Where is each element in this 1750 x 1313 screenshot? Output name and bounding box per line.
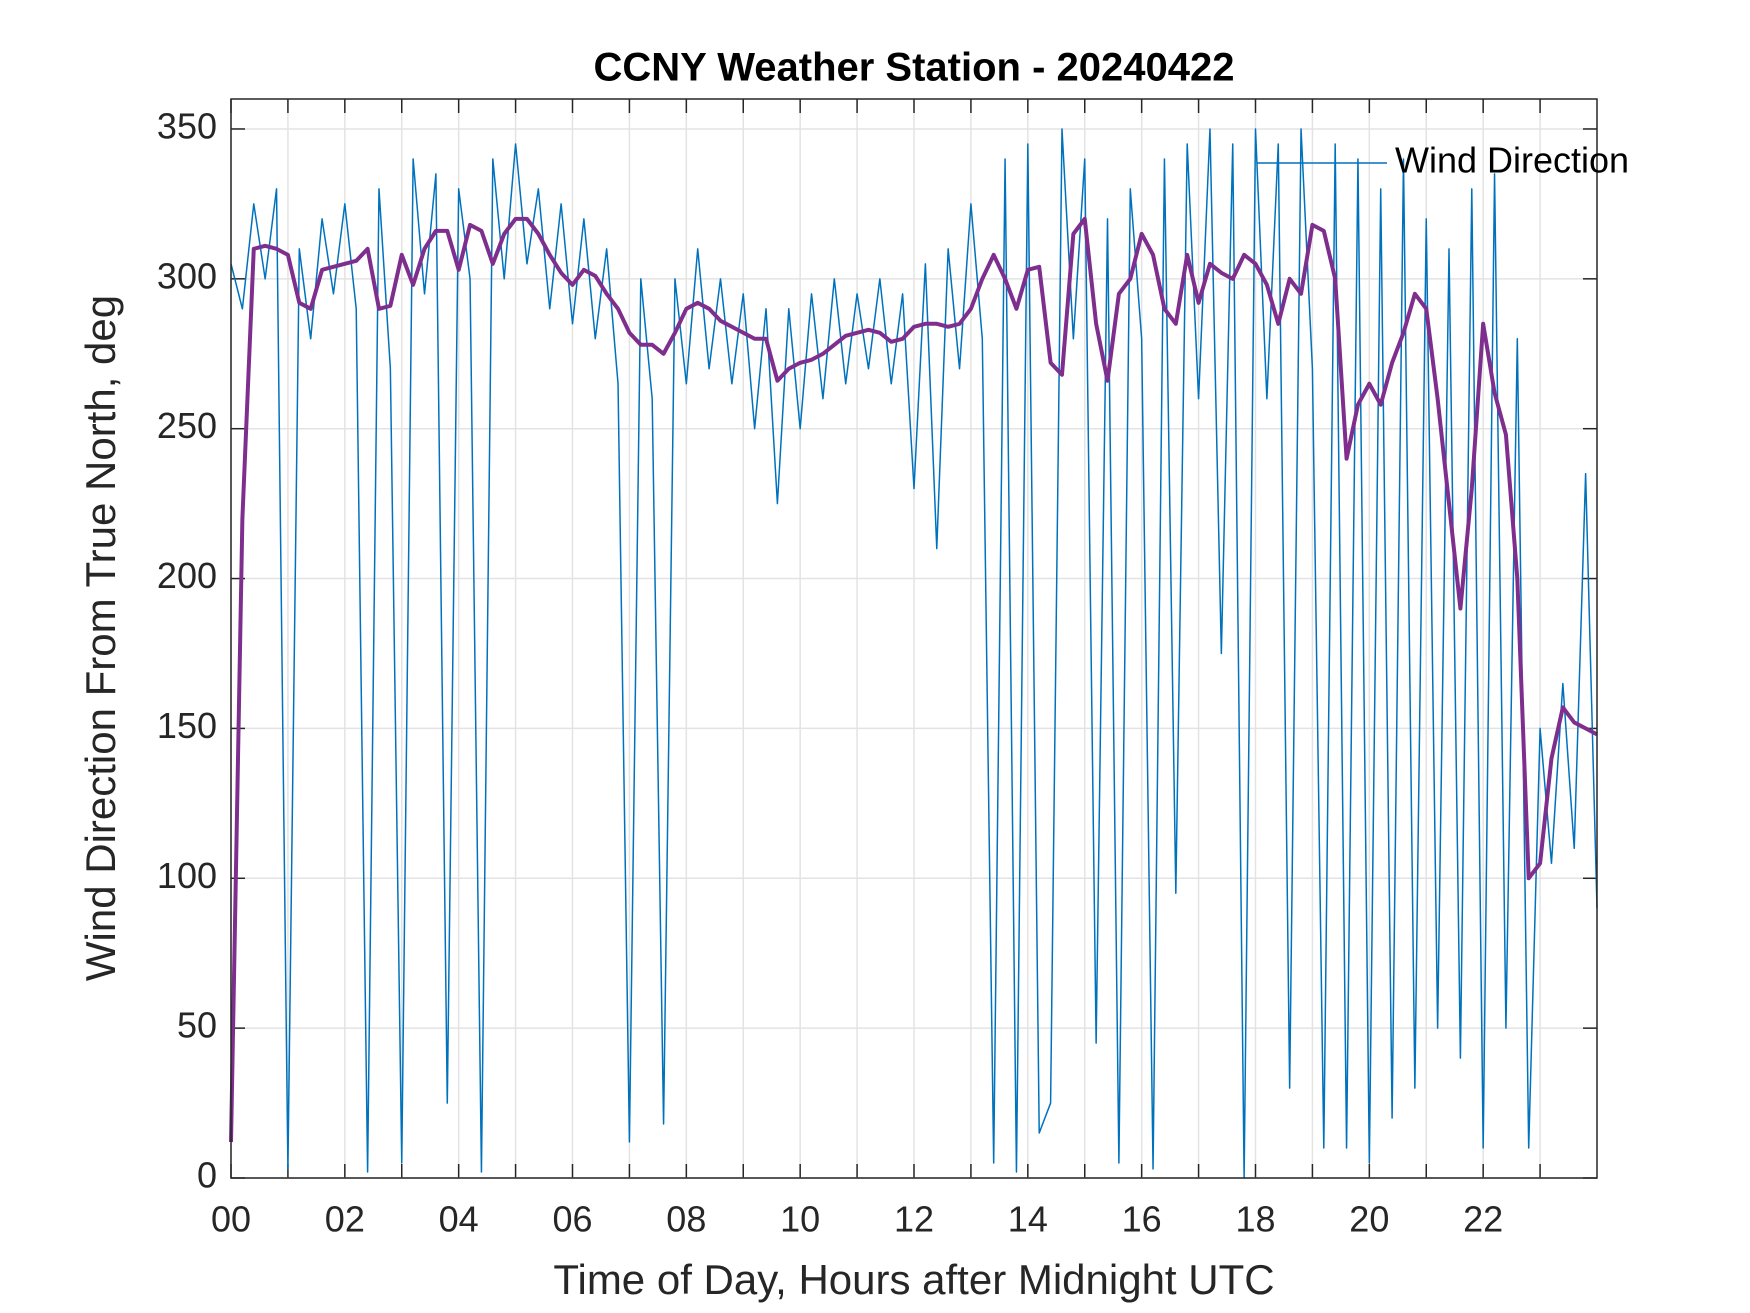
x-tick-label: 12 — [894, 1199, 934, 1240]
y-tick-label: 100 — [157, 855, 217, 896]
data-line — [230, 128, 1598, 1179]
x-tick-label: 06 — [552, 1199, 592, 1240]
y-tick-label: 200 — [157, 555, 217, 596]
y-tick-label: 250 — [157, 405, 217, 446]
x-tick-label: 02 — [325, 1199, 365, 1240]
data-line — [229, 216, 1598, 1143]
x-tick-label: 08 — [666, 1199, 706, 1240]
legend-label: Wind Direction — [1395, 140, 1629, 181]
x-tick-label: 14 — [1008, 1199, 1048, 1240]
y-tick-label: 150 — [157, 705, 217, 746]
x-tick-label: 22 — [1463, 1199, 1503, 1240]
y-tick-label: 0 — [197, 1155, 217, 1196]
y-tick-label: 300 — [157, 255, 217, 296]
x-axis-label: Time of Day, Hours after Midnight UTC — [553, 1256, 1274, 1303]
y-tick-label: 350 — [157, 105, 217, 146]
y-tick-label: 50 — [177, 1005, 217, 1046]
x-tick-label: 10 — [780, 1199, 820, 1240]
x-tick-label: 18 — [1235, 1199, 1275, 1240]
x-tick-label: 16 — [1122, 1199, 1162, 1240]
x-tick-label: 04 — [439, 1199, 479, 1240]
x-tick-label: 20 — [1349, 1199, 1389, 1240]
x-tick-label: 00 — [211, 1199, 251, 1240]
y-axis-label: Wind Direction From True North, deg — [77, 295, 124, 981]
chart-title: CCNY Weather Station - 20240422 — [594, 46, 1235, 90]
axes-box — [230, 98, 1598, 1179]
